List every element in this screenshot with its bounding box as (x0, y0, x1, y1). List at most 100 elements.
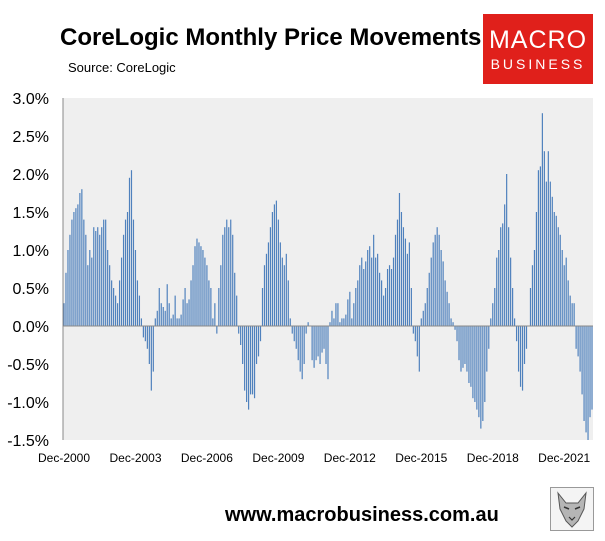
bar (234, 272, 236, 326)
bar (162, 307, 164, 326)
chart-source: Source: CoreLogic (68, 60, 176, 75)
bar (464, 326, 466, 364)
bar (515, 326, 518, 342)
bar (91, 257, 93, 326)
chart-title: CoreLogic Monthly Price Movements (60, 24, 482, 51)
bar (510, 257, 512, 326)
bar (164, 310, 166, 326)
bar (355, 288, 357, 326)
bar (492, 303, 494, 326)
bar (208, 280, 210, 326)
bar (202, 250, 204, 326)
bar (269, 227, 272, 326)
bar (198, 242, 200, 326)
bar (400, 212, 403, 326)
bar (305, 326, 307, 334)
bar (226, 219, 228, 326)
footer-url[interactable]: www.macrobusiness.com.au (225, 504, 499, 526)
bar (559, 234, 561, 326)
bar (99, 234, 101, 326)
bar (333, 318, 335, 326)
bar (583, 326, 585, 421)
bar (196, 238, 198, 326)
bar (240, 326, 242, 345)
bar (345, 314, 347, 326)
bar (424, 303, 426, 326)
bar (150, 326, 152, 391)
bar (222, 234, 224, 326)
bar (244, 326, 246, 391)
bar (228, 227, 230, 326)
bar (398, 193, 401, 326)
bar (206, 265, 208, 326)
bar (113, 288, 115, 326)
x-tick-label: Dec-2003 (109, 451, 161, 465)
bar (253, 326, 256, 399)
bar (160, 303, 162, 326)
bar (255, 326, 258, 364)
bar (176, 318, 178, 326)
bar (79, 193, 81, 326)
bar (85, 234, 87, 326)
bar (517, 326, 520, 372)
bar (394, 234, 397, 326)
bar (293, 326, 295, 342)
bar (311, 326, 313, 361)
bar (430, 257, 432, 326)
bar (277, 219, 279, 326)
y-tick-label: -1.0% (7, 395, 49, 412)
logo-line-1: MACRO (488, 26, 588, 54)
bar (462, 326, 464, 368)
bar (232, 234, 234, 326)
bar (124, 219, 127, 326)
bar (138, 295, 141, 326)
bar (514, 318, 516, 326)
bar (480, 326, 482, 429)
bar (508, 227, 510, 326)
y-tick-label: 2.5% (13, 129, 49, 146)
bar (561, 250, 563, 326)
bar (130, 170, 133, 326)
bar (248, 326, 250, 410)
bar (579, 326, 581, 372)
bar (472, 326, 474, 399)
bar (408, 242, 410, 326)
bar (535, 212, 538, 326)
bar (172, 314, 174, 326)
bar (575, 326, 577, 349)
bar (303, 326, 305, 364)
bar (361, 257, 363, 326)
bar (126, 212, 129, 326)
bar (73, 212, 75, 326)
bar (565, 257, 567, 326)
bar (444, 280, 446, 326)
bar (557, 227, 559, 326)
bar (122, 234, 125, 326)
bar (571, 303, 573, 326)
bar (81, 189, 83, 326)
bar (146, 326, 148, 349)
bar (386, 269, 389, 326)
bar (188, 299, 190, 326)
bar (482, 326, 484, 421)
bar (267, 242, 270, 326)
x-tick-label: Dec-2000 (38, 451, 90, 465)
bar (581, 326, 583, 395)
bar (63, 303, 65, 326)
bar (251, 326, 254, 395)
bar (327, 326, 329, 380)
bar (555, 215, 557, 326)
bar (107, 250, 109, 326)
bar (116, 303, 119, 326)
bar (200, 246, 202, 326)
bar (496, 257, 498, 326)
bar (65, 272, 67, 326)
bar (422, 310, 424, 326)
y-tick-label: -0.5% (7, 357, 49, 374)
bar (353, 303, 355, 326)
y-tick-label: 1.0% (13, 243, 49, 260)
macrobusiness-logo: MACRO BUSINESS (483, 14, 593, 84)
bar (271, 212, 274, 326)
bar (418, 326, 420, 372)
bar (265, 253, 268, 326)
